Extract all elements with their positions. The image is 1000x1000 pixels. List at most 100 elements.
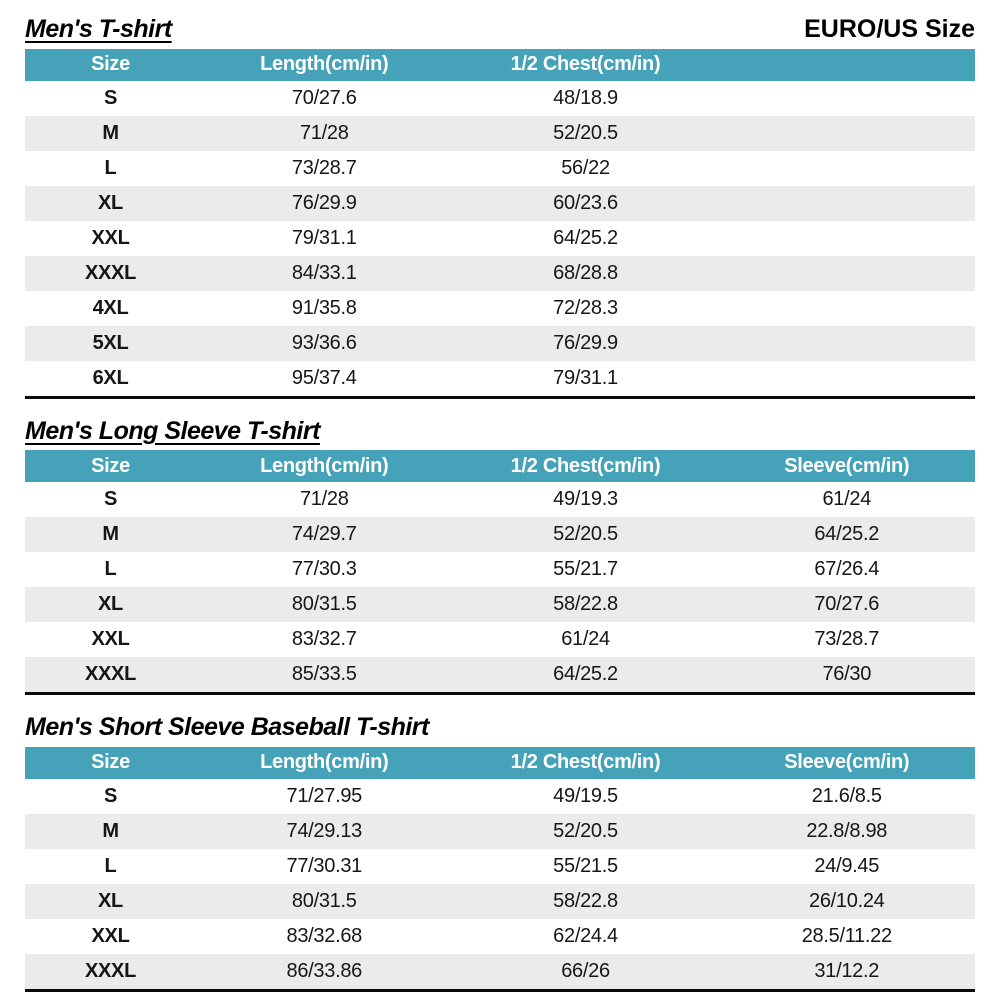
column-header: Sleeve(cm/in) — [784, 751, 910, 773]
size-cell: M — [102, 523, 119, 545]
size-cell: 6XL — [92, 366, 129, 389]
value-cell: 74/29.13 — [286, 819, 363, 842]
table-row: XL 80/31.5 58/22.8 26/10.24 — [25, 883, 975, 919]
value-cell: 77/30.3 — [291, 558, 357, 580]
size-cell: M — [102, 819, 119, 842]
size-cell: 4XL — [92, 296, 129, 319]
value-cell: 83/32.7 — [291, 628, 357, 650]
column-header: Length(cm/in) — [260, 751, 389, 773]
size-cell: S — [103, 86, 118, 109]
value-cell: 24/9.45 — [814, 854, 880, 877]
column-header: Length(cm/in) — [260, 53, 389, 75]
size-cell: XL — [98, 593, 123, 615]
column-header: Size — [91, 454, 130, 477]
value-cell: 84/33.1 — [291, 261, 357, 284]
value-cell: 91/35.8 — [291, 296, 357, 319]
value-cell: 68/28.8 — [553, 261, 618, 284]
value-cell: 31/12.2 — [814, 959, 880, 982]
value-cell: 71/28 — [299, 121, 349, 144]
size-cell: XXXL — [84, 663, 137, 685]
table-row: XXXL 85/33.5 64/25.2 76/30 — [25, 657, 975, 692]
size-cell: XXXL — [84, 261, 137, 284]
column-header: Size — [91, 53, 130, 75]
table-row: L 77/30.3 55/21.7 67/26.4 — [25, 552, 975, 587]
section-header: Men's Long Sleeve T-shirt — [25, 416, 975, 447]
value-cell: 56/22 — [561, 156, 610, 179]
table-row: XXXL 86/33.86 66/26 31/12.2 — [25, 953, 975, 989]
section-mens-long-sleeve-tshirt: Men's Long Sleeve T-shirt Size Length(cm/… — [25, 416, 975, 695]
table-row: XXXL 84/33.1 68/28.8 — [25, 255, 975, 291]
size-cell: S — [103, 784, 118, 807]
value-cell: 76/30 — [822, 663, 872, 685]
size-standard-label: EURO/US Size — [804, 15, 975, 43]
value-cell: 52/20.5 — [553, 819, 618, 842]
value-cell: 77/30.31 — [286, 854, 363, 877]
value-cell: 28.5/11.22 — [801, 924, 892, 947]
value-cell: 70/27.6 — [291, 86, 357, 109]
column-header: 1/2 Chest(cm/in) — [510, 53, 661, 75]
table-header-row: Size Length(cm/in) 1/2 Chest(cm/in) — [25, 48, 975, 81]
value-cell: 64/25.2 — [814, 523, 880, 545]
value-cell: 66/26 — [561, 959, 610, 982]
value-cell: 62/24.4 — [553, 924, 618, 947]
column-header: Size — [91, 751, 130, 773]
section-title-mens-short-sleeve-baseball-tshirt: Men's Short Sleeve Baseball T-shirt — [25, 713, 429, 741]
column-header: Length(cm/in) — [260, 454, 389, 477]
section-header: Men's Short Sleeve Baseball T-shirt — [25, 712, 975, 743]
section-mens-tshirt: Men's T-shirt EURO/US Size Size Length(cm… — [25, 14, 975, 399]
section-title-mens-tshirt: Men's T-shirt — [25, 15, 172, 43]
value-cell: 76/29.9 — [291, 191, 357, 214]
value-cell: 93/36.6 — [291, 331, 357, 354]
value-cell: 49/19.3 — [553, 488, 618, 510]
value-cell: 48/18.9 — [553, 86, 618, 109]
value-cell: 71/27.95 — [286, 784, 363, 807]
table-row: 4XL 91/35.8 72/28.3 — [25, 290, 975, 326]
table-header-row: Size Length(cm/in) 1/2 Chest(cm/in) Sleeve(… — [25, 746, 975, 779]
value-cell: 85/33.5 — [291, 663, 357, 685]
table-row: L 77/30.31 55/21.5 24/9.45 — [25, 848, 975, 884]
value-cell: 80/31.5 — [291, 889, 357, 912]
mens-tshirt-size-table: Size Length(cm/in) 1/2 Chest(cm/in) S 70/27.… — [25, 48, 975, 399]
table-row: 5XL 93/36.6 76/29.9 — [25, 325, 975, 361]
value-cell: 76/29.9 — [553, 331, 618, 354]
value-cell: 52/20.5 — [553, 121, 618, 144]
value-cell: 52/20.5 — [553, 523, 618, 545]
table-row: XXL 83/32.7 61/24 73/28.7 — [25, 622, 975, 657]
table-row: 6XL 95/37.4 79/31.1 — [25, 360, 975, 396]
value-cell: 58/22.8 — [553, 889, 618, 912]
table-row: XL 80/31.5 58/22.8 70/27.6 — [25, 587, 975, 622]
table-header-row: Size Length(cm/in) 1/2 Chest(cm/in) Sleeve(… — [25, 450, 975, 482]
value-cell: 55/21.7 — [553, 558, 618, 580]
size-cell: S — [103, 488, 118, 510]
value-cell: 21.6/8.5 — [811, 784, 882, 807]
table-row: S 71/28 49/19.3 61/24 — [25, 482, 975, 517]
value-cell: 73/28.7 — [814, 628, 880, 650]
value-cell: 74/29.7 — [291, 523, 357, 545]
value-cell: 79/31.1 — [553, 366, 618, 389]
table-row: L 73/28.7 56/22 — [25, 150, 975, 186]
table-row: M 74/29.13 52/20.5 22.8/8.98 — [25, 813, 975, 849]
table-row: XXL 83/32.68 62/24.4 28.5/11.22 — [25, 918, 975, 954]
size-cell: XXL — [91, 226, 130, 249]
table-row: S 71/27.95 49/19.5 21.6/8.5 — [25, 778, 975, 814]
value-cell: 95/37.4 — [291, 366, 357, 389]
value-cell: 80/31.5 — [291, 593, 357, 615]
size-cell: XXL — [91, 924, 130, 947]
value-cell: 60/23.6 — [553, 191, 618, 214]
size-cell: L — [104, 558, 117, 580]
value-cell: 73/28.7 — [291, 156, 357, 179]
size-cell: XL — [98, 889, 123, 912]
section-title-mens-long-sleeve-tshirt: Men's Long Sleeve T-shirt — [25, 416, 320, 445]
value-cell: 79/31.1 — [291, 226, 357, 249]
size-cell: XXL — [91, 628, 130, 650]
value-cell: 64/25.2 — [553, 663, 618, 685]
value-cell: 61/24 — [561, 628, 610, 650]
size-cell: L — [104, 854, 117, 877]
table-row: XXL 79/31.1 64/25.2 — [25, 220, 975, 256]
value-cell: 61/24 — [822, 488, 872, 510]
mens-long-sleeve-tshirt-size-table: Size Length(cm/in) 1/2 Chest(cm/in) Sleeve(… — [25, 450, 975, 695]
value-cell: 70/27.6 — [814, 593, 880, 615]
table-row: XL 76/29.9 60/23.6 — [25, 185, 975, 221]
table-row: M 71/28 52/20.5 — [25, 115, 975, 151]
